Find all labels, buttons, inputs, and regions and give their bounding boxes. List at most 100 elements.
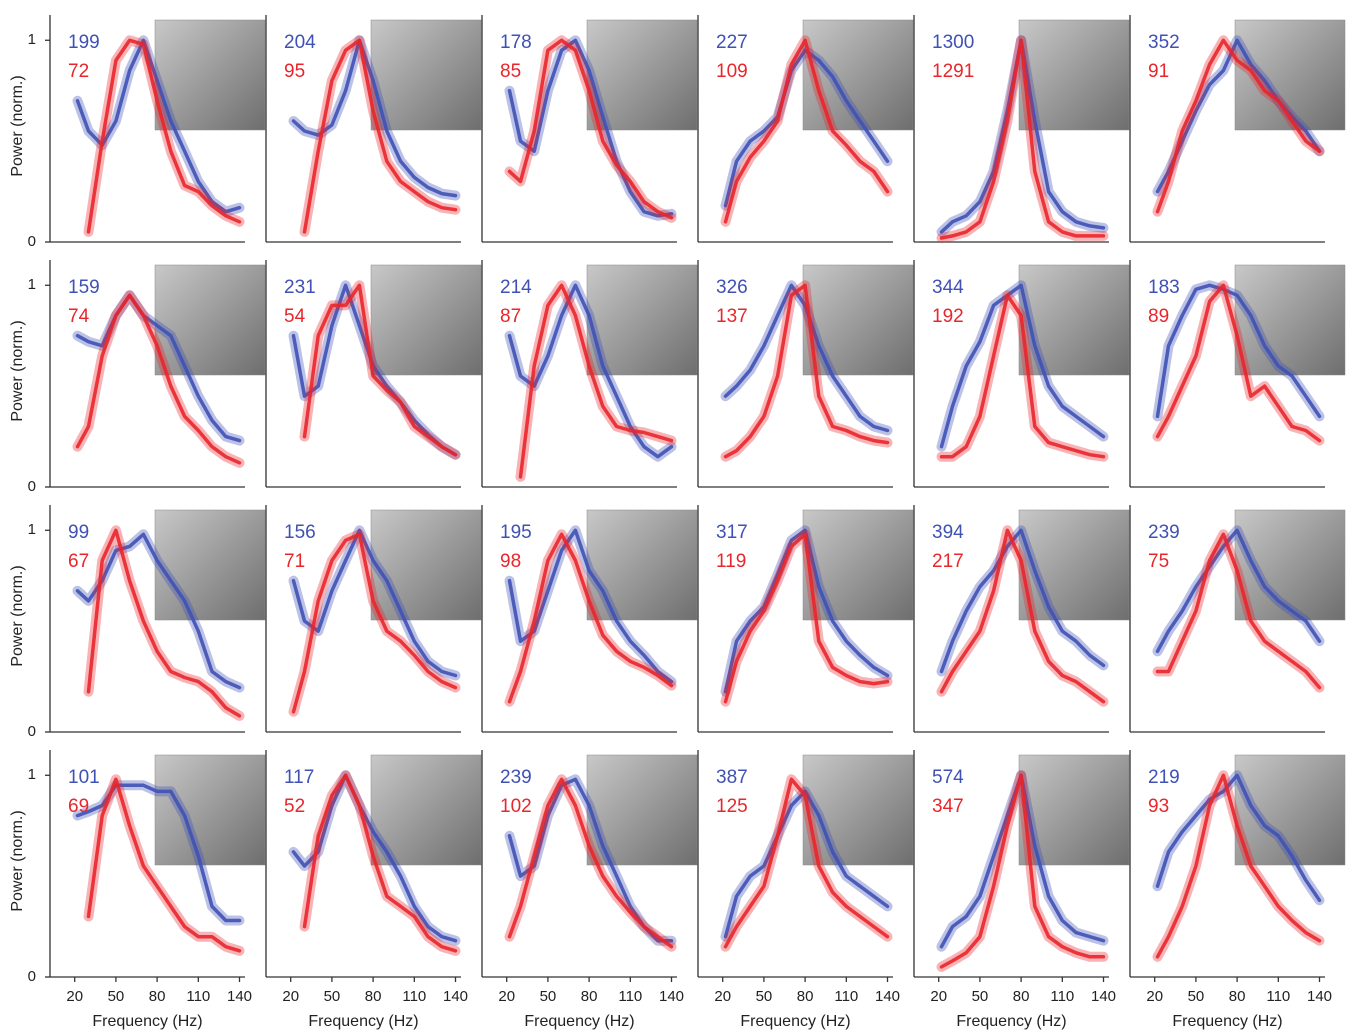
line bbox=[723, 283, 890, 433]
stimulus-image bbox=[370, 264, 482, 376]
x-tick-label: 140 bbox=[659, 988, 684, 1005]
annotation: 54 bbox=[284, 306, 306, 327]
x-tick-label: 140 bbox=[443, 988, 468, 1005]
y-axis-label: Power (norm.) bbox=[9, 810, 26, 911]
x-tick-label: 80 bbox=[1013, 988, 1030, 1005]
line bbox=[507, 528, 674, 684]
annotation: 352 bbox=[1148, 32, 1180, 53]
line bbox=[291, 528, 458, 678]
annotation: 125 bbox=[716, 796, 748, 817]
line bbox=[1155, 283, 1322, 443]
line bbox=[75, 293, 242, 443]
x-tick-label: 110 bbox=[1266, 988, 1290, 1005]
line bbox=[518, 283, 674, 479]
y-axis-label: Power (norm.) bbox=[9, 75, 26, 176]
annotation: 227 bbox=[716, 32, 748, 53]
x-tick-label: 50 bbox=[540, 988, 557, 1005]
annotation: 217 bbox=[932, 551, 964, 572]
annotation: 1291 bbox=[932, 61, 974, 82]
annotation: 119 bbox=[716, 551, 746, 572]
x-tick-label: 50 bbox=[108, 988, 125, 1005]
y-axis-label: Power (norm.) bbox=[9, 320, 26, 421]
annotation: 199 bbox=[68, 32, 100, 53]
stimulus-image bbox=[154, 19, 266, 131]
line bbox=[723, 528, 890, 694]
line bbox=[291, 532, 458, 714]
y-tick-label: 1 bbox=[28, 276, 36, 293]
annotation: 214 bbox=[500, 277, 532, 298]
annotation: 99 bbox=[68, 522, 89, 543]
x-tick-label: 140 bbox=[1307, 988, 1332, 1005]
line bbox=[723, 777, 890, 949]
x-tick-label: 20 bbox=[66, 988, 83, 1005]
line bbox=[507, 532, 674, 704]
annotation: 326 bbox=[716, 277, 748, 298]
stimulus-image bbox=[586, 509, 698, 621]
annotation: 87 bbox=[500, 306, 521, 327]
annotation: 102 bbox=[500, 796, 532, 817]
stimulus-image bbox=[1018, 509, 1130, 621]
stimulus-image bbox=[802, 19, 914, 131]
line bbox=[86, 777, 242, 953]
x-tick-label: 110 bbox=[186, 988, 210, 1005]
line bbox=[507, 283, 674, 459]
annotation: 52 bbox=[284, 796, 305, 817]
annotation: 192 bbox=[932, 306, 964, 327]
y-tick-label: 0 bbox=[28, 968, 36, 985]
annotation: 137 bbox=[716, 306, 748, 327]
annotation: 75 bbox=[1148, 551, 1169, 572]
stimulus-image bbox=[802, 754, 914, 866]
line bbox=[939, 528, 1106, 704]
annotation: 117 bbox=[284, 767, 314, 788]
line bbox=[1155, 528, 1322, 654]
stimulus-image bbox=[154, 509, 266, 621]
x-tick-label: 20 bbox=[930, 988, 947, 1005]
stimulus-image bbox=[370, 19, 482, 131]
stimulus-image bbox=[1018, 19, 1130, 131]
annotation: 317 bbox=[716, 522, 748, 543]
annotation: 159 bbox=[68, 277, 100, 298]
stimulus-image bbox=[154, 754, 266, 866]
annotation: 178 bbox=[500, 32, 532, 53]
stimulus-image bbox=[370, 509, 482, 621]
x-tick-label: 80 bbox=[1229, 988, 1246, 1005]
line bbox=[86, 38, 242, 234]
stimulus-image bbox=[586, 19, 698, 131]
stimulus-image bbox=[586, 754, 698, 866]
stimulus-image bbox=[802, 509, 914, 621]
x-axis-label: Frequency (Hz) bbox=[92, 1013, 202, 1030]
line bbox=[507, 38, 674, 220]
y-tick-label: 0 bbox=[28, 233, 36, 250]
line bbox=[507, 777, 674, 949]
x-axis-label: Frequency (Hz) bbox=[956, 1013, 1066, 1030]
line bbox=[723, 283, 890, 459]
x-tick-label: 20 bbox=[1146, 988, 1163, 1005]
annotation: 72 bbox=[68, 61, 89, 82]
annotation: 89 bbox=[1148, 306, 1169, 327]
x-axis-label: Frequency (Hz) bbox=[1172, 1013, 1282, 1030]
line bbox=[1155, 283, 1322, 419]
x-tick-label: 80 bbox=[365, 988, 382, 1005]
y-tick-label: 0 bbox=[28, 723, 36, 740]
annotation: 156 bbox=[284, 522, 316, 543]
annotation: 183 bbox=[1148, 277, 1180, 298]
x-tick-label: 80 bbox=[149, 988, 166, 1005]
x-tick-label: 50 bbox=[324, 988, 341, 1005]
annotation: 85 bbox=[500, 61, 521, 82]
line bbox=[723, 48, 890, 208]
annotation: 71 bbox=[284, 551, 305, 572]
line bbox=[939, 293, 1106, 459]
line bbox=[302, 283, 458, 457]
line bbox=[75, 532, 242, 690]
x-tick-label: 140 bbox=[227, 988, 252, 1005]
annotation: 387 bbox=[716, 767, 748, 788]
x-tick-label: 50 bbox=[1188, 988, 1205, 1005]
annotation: 394 bbox=[932, 522, 964, 543]
annotation: 347 bbox=[932, 796, 964, 817]
x-tick-label: 20 bbox=[282, 988, 299, 1005]
line bbox=[723, 532, 890, 704]
annotation: 95 bbox=[284, 61, 305, 82]
x-tick-label: 50 bbox=[756, 988, 773, 1005]
annotation: 574 bbox=[932, 767, 964, 788]
